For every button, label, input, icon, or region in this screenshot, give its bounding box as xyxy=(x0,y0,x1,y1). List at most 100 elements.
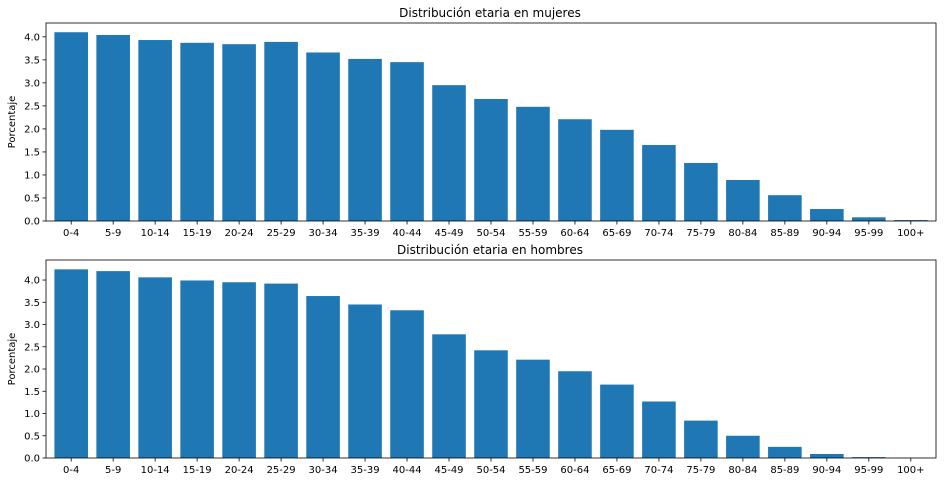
y-tick-label: 3.5 xyxy=(24,55,40,66)
bar-70-74 xyxy=(642,145,676,221)
x-tick-label: 50-54 xyxy=(476,228,505,239)
bar-25-29 xyxy=(264,42,298,221)
y-tick-label: 1.0 xyxy=(24,170,40,181)
x-tick-label: 30-34 xyxy=(309,228,338,239)
y-tick-label: 3.5 xyxy=(24,298,40,309)
bar-0-4 xyxy=(54,32,88,221)
bar-75-79 xyxy=(684,421,718,458)
bar-0-4 xyxy=(54,269,88,458)
y-axis-label: Porcentaje xyxy=(7,96,18,149)
x-tick-label: 70-74 xyxy=(644,228,673,239)
chart-title: Distribución etaria en hombres xyxy=(397,243,583,257)
x-tick-label: 50-54 xyxy=(476,465,505,476)
x-tick-label: 35-39 xyxy=(351,465,380,476)
y-tick-label: 2.0 xyxy=(24,124,40,135)
bar-60-64 xyxy=(558,119,592,221)
y-tick-label: 1.5 xyxy=(24,387,40,398)
bar-35-39 xyxy=(348,304,382,458)
x-tick-label: 30-34 xyxy=(309,465,338,476)
x-tick-label: 10-14 xyxy=(141,228,170,239)
bar-65-69 xyxy=(600,385,634,458)
chart-mujeres: Distribución etaria en mujeres Porcentaj… xyxy=(7,6,936,239)
y-tick-label: 0.0 xyxy=(24,217,40,228)
chart-title: Distribución etaria en mujeres xyxy=(399,6,581,20)
x-tick-label: 80-84 xyxy=(728,228,757,239)
x-tick-label: 0-4 xyxy=(63,228,79,239)
y-tick-label: 0.5 xyxy=(24,193,40,204)
x-tick-label: 60-64 xyxy=(560,228,589,239)
x-tick-label: 95-99 xyxy=(854,465,883,476)
x-tick-label: 20-24 xyxy=(225,228,254,239)
y-ticks: 0.00.51.01.52.02.53.03.54.0 xyxy=(24,276,46,465)
bar-group xyxy=(54,32,927,221)
x-tick-label: 45-49 xyxy=(434,228,463,239)
bar-10-14 xyxy=(138,277,172,458)
bar-20-24 xyxy=(222,282,256,458)
bar-55-59 xyxy=(516,107,550,221)
chart-hombres: Distribución etaria en hombres Porcentaj… xyxy=(7,243,936,476)
bar-35-39 xyxy=(348,59,382,221)
x-tick-label: 85-89 xyxy=(770,465,799,476)
x-tick-label: 40-44 xyxy=(393,465,422,476)
bar-15-19 xyxy=(180,280,214,458)
x-tick-label: 55-59 xyxy=(518,465,547,476)
y-tick-label: 0.0 xyxy=(24,454,40,465)
bar-10-14 xyxy=(138,40,172,221)
bar-30-34 xyxy=(306,52,340,221)
x-tick-label: 75-79 xyxy=(686,228,715,239)
x-tick-label: 75-79 xyxy=(686,465,715,476)
x-tick-label: 25-29 xyxy=(267,465,296,476)
x-tick-label: 70-74 xyxy=(644,465,673,476)
y-tick-label: 2.5 xyxy=(24,101,40,112)
x-tick-label: 45-49 xyxy=(434,465,463,476)
bar-45-49 xyxy=(432,85,466,221)
x-tick-label: 35-39 xyxy=(351,228,380,239)
bar-80-84 xyxy=(726,436,760,458)
bar-5-9 xyxy=(96,35,130,221)
y-tick-label: 1.0 xyxy=(24,409,40,420)
y-tick-label: 2.0 xyxy=(24,365,40,376)
bar-95-99 xyxy=(852,217,886,221)
y-tick-label: 2.5 xyxy=(24,342,40,353)
y-ticks: 0.00.51.01.52.02.53.03.54.0 xyxy=(24,32,46,227)
bar-80-84 xyxy=(726,180,760,221)
x-tick-label: 15-19 xyxy=(183,228,212,239)
bar-group xyxy=(54,269,927,458)
x-tick-label: 5-9 xyxy=(105,228,121,239)
y-axis-label: Porcentaje xyxy=(7,333,18,386)
x-ticks: 0-4 5-9 10-14 15-19 20-24 25-29 30-34 35-39 40-4… xyxy=(63,221,925,239)
bar-90-94 xyxy=(810,454,844,458)
bar-40-44 xyxy=(390,62,424,221)
x-tick-label: 65-69 xyxy=(602,465,631,476)
x-tick-label: 85-89 xyxy=(770,228,799,239)
bar-50-54 xyxy=(474,350,508,458)
x-tick-label: 100+ xyxy=(897,465,924,476)
y-tick-label: 0.5 xyxy=(24,431,40,442)
bar-85-89 xyxy=(768,447,802,458)
x-tick-label: 0-4 xyxy=(63,465,79,476)
x-tick-label: 25-29 xyxy=(267,228,296,239)
x-tick-label: 95-99 xyxy=(854,228,883,239)
bar-70-74 xyxy=(642,401,676,458)
x-tick-label: 65-69 xyxy=(602,228,631,239)
bar-45-49 xyxy=(432,334,466,458)
bar-40-44 xyxy=(390,310,424,458)
y-tick-label: 3.0 xyxy=(24,320,40,331)
x-tick-label: 40-44 xyxy=(393,228,422,239)
bar-90-94 xyxy=(810,209,844,221)
bar-20-24 xyxy=(222,44,256,221)
x-tick-label: 15-19 xyxy=(183,465,212,476)
bar-5-9 xyxy=(96,271,130,458)
bar-55-59 xyxy=(516,360,550,458)
x-tick-label: 90-94 xyxy=(812,228,841,239)
bar-65-69 xyxy=(600,130,634,221)
bar-25-29 xyxy=(264,284,298,458)
x-tick-label: 55-59 xyxy=(518,228,547,239)
x-tick-label: 60-64 xyxy=(560,465,589,476)
x-tick-label: 90-94 xyxy=(812,465,841,476)
bar-30-34 xyxy=(306,296,340,458)
x-tick-label: 5-9 xyxy=(105,465,121,476)
x-tick-label: 100+ xyxy=(897,228,924,239)
